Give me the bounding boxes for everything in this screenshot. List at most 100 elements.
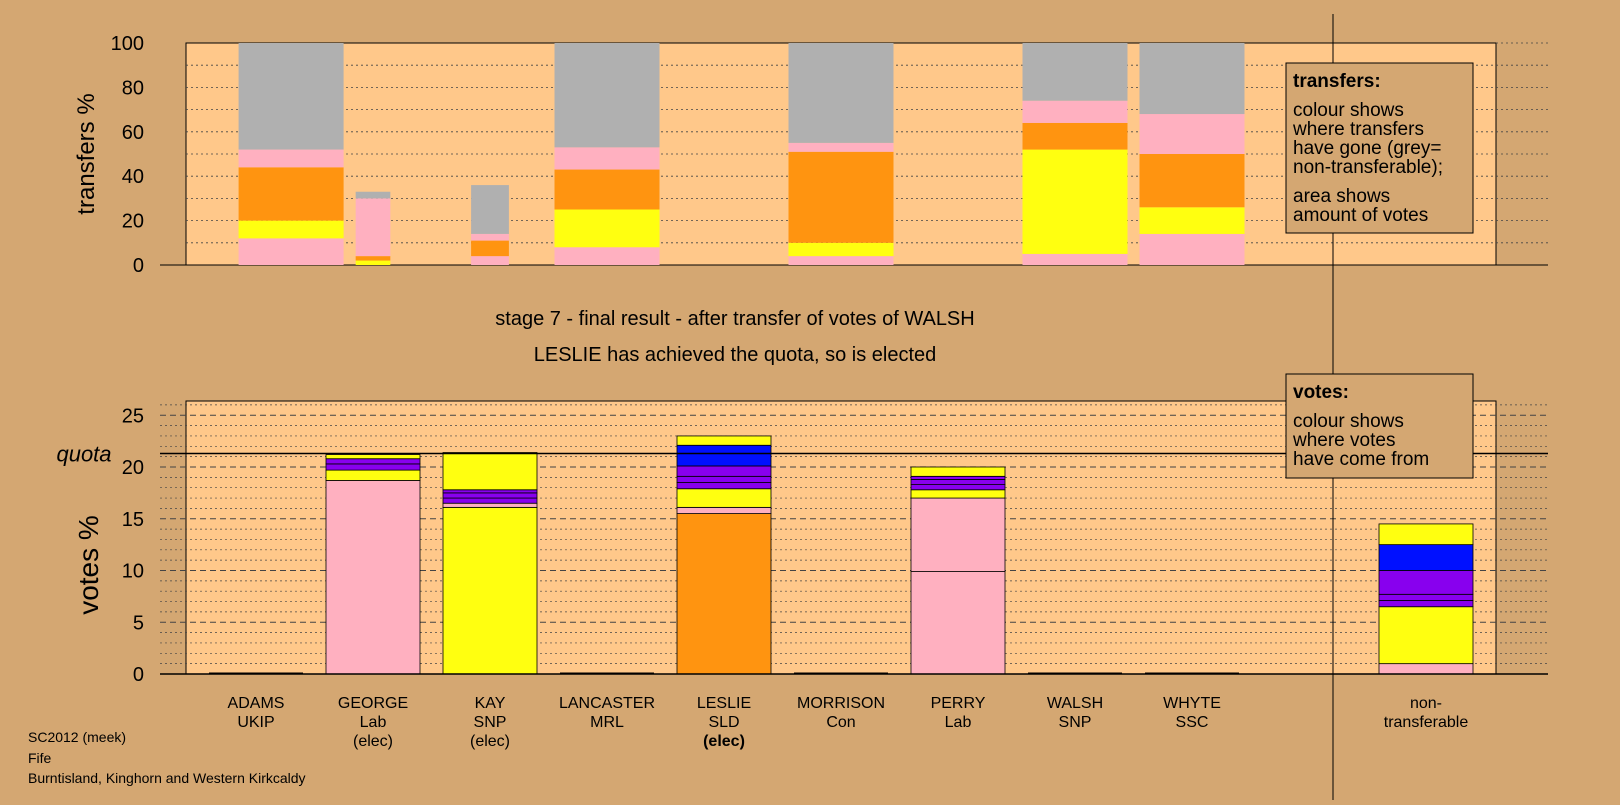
- transfers-bar-segment: [1139, 43, 1245, 115]
- votes-bar-segment: [676, 475, 772, 483]
- votes-legend-line: colour shows: [1293, 411, 1404, 432]
- transfers-bar-segment: [554, 247, 660, 265]
- transfers-bar-segment: [554, 209, 660, 248]
- transfers-legend-line: amount of votes: [1293, 205, 1428, 226]
- votes-bar-segment: [325, 480, 421, 675]
- transfers-bar-segment: [1139, 233, 1245, 265]
- votes-y-axis-label: votes %: [73, 515, 104, 615]
- transfers-bar-segment: [355, 256, 391, 261]
- transfers-bar-segment: [238, 220, 344, 239]
- quota-label: quota: [56, 442, 111, 467]
- transfers-y-tick-label: 60: [122, 122, 144, 144]
- transfers-bar-segment: [471, 256, 509, 265]
- transfers-bar-segment: [1139, 114, 1245, 154]
- votes-bar-segment: [910, 475, 1006, 480]
- votes-bar-segment: [676, 513, 772, 675]
- candidate-status: (elec): [703, 733, 745, 750]
- transfers-y-tick-label: 80: [122, 77, 144, 99]
- transfers-legend-line: area shows: [1293, 186, 1390, 207]
- candidate-name: KAY: [475, 695, 506, 712]
- candidate-labels: ADAMS UKIP GEORGE Lab (elec) KAY SNP (elec) LANC…: [228, 695, 1221, 750]
- votes-legend: votes: colour shows where votes have com…: [1285, 373, 1474, 479]
- votes-bar-segment: [1378, 593, 1474, 601]
- votes-bar-segment: [676, 482, 772, 490]
- transfers-bar-segment: [1022, 122, 1128, 150]
- candidate-name: WALSH: [1047, 695, 1103, 712]
- footer-line-3: Burntisland, Kinghorn and Western Kirkca…: [28, 770, 306, 786]
- candidate-party: SSC: [1176, 714, 1209, 731]
- votes-bar-segment: [676, 465, 772, 477]
- transfers-bar-segment: [1139, 207, 1245, 234]
- transfers-bar-segment: [355, 198, 391, 257]
- footer-line-1: SC2012 (meek): [28, 729, 127, 745]
- votes-bar-segment: [910, 479, 1006, 485]
- votes-bar-segment: [676, 435, 772, 446]
- votes-y-tick-label: 0: [133, 664, 144, 686]
- votes-bar-segment: [1378, 544, 1474, 571]
- transfers-y-tick-label: 20: [122, 211, 144, 233]
- votes-bar-segment: [325, 454, 421, 460]
- footer-line-2: Fife: [28, 750, 52, 766]
- votes-y-tick-label: 25: [122, 405, 144, 427]
- candidate-party: Lab: [360, 714, 387, 731]
- votes-legend-line: have come from: [1293, 449, 1429, 470]
- votes-legend-line: where votes: [1292, 430, 1395, 451]
- transfers-bar-segment: [788, 256, 894, 265]
- votes-bar-segment: [442, 502, 538, 508]
- candidate-name: PERRY: [931, 695, 986, 712]
- votes-bar-segment: [442, 489, 538, 494]
- votes-bar-segment: [1378, 570, 1474, 595]
- transfers-bar-segment: [1022, 149, 1128, 254]
- transfers-bar-segment: [238, 167, 344, 221]
- transfers-bar-segment: [355, 260, 391, 265]
- transfers-bar-segment: [788, 242, 894, 257]
- votes-bar-segment: [676, 506, 772, 514]
- transfers-bar-segment: [355, 191, 391, 199]
- nontransferable-label-line2: transferable: [1384, 714, 1469, 731]
- votes-bar-segment: [442, 452, 538, 491]
- votes-legend-title: votes:: [1293, 382, 1349, 403]
- votes-bar-segment: [325, 469, 421, 481]
- candidate-party: MRL: [590, 714, 624, 731]
- transfers-legend: transfers: colour shows where transfers …: [1285, 62, 1474, 234]
- transfers-y-tick-label: 0: [133, 255, 144, 277]
- votes-y-tick-label: 10: [122, 561, 144, 583]
- transfers-legend-line: non-transferable);: [1293, 157, 1443, 178]
- transfers-y-tick-label: 40: [122, 166, 144, 188]
- votes-y-tick-label: 5: [133, 612, 144, 634]
- votes-bar-segment: [442, 497, 538, 504]
- transfers-bar-segment: [1139, 154, 1245, 208]
- transfers-bar-segment: [238, 149, 344, 168]
- votes-bars: [209, 435, 1474, 675]
- candidate-party: SLD: [708, 714, 739, 731]
- votes-bar-segment: [676, 488, 772, 508]
- transfers-bar-segment: [1022, 253, 1128, 265]
- votes-bar-segment: [1378, 663, 1474, 675]
- votes-y-tick-label: 15: [122, 509, 144, 531]
- candidate-name: LANCASTER: [559, 695, 655, 712]
- candidate-name: ADAMS: [228, 695, 285, 712]
- votes-bar-segment: [910, 497, 1006, 572]
- transfers-bar-segment: [788, 142, 894, 152]
- votes-bar-segment: [1378, 523, 1474, 546]
- stage-title: stage 7 - final result - after transfer …: [495, 308, 974, 330]
- transfers-y-axis-label: transfers %: [73, 93, 100, 214]
- transfers-bar-segment: [788, 151, 894, 243]
- votes-bar-segment: [442, 492, 538, 499]
- votes-bar-segment: [910, 489, 1006, 499]
- votes-bar-segment: [910, 571, 1006, 675]
- transfers-legend-line: colour shows: [1293, 100, 1404, 121]
- votes-bar-segment: [325, 458, 421, 465]
- candidate-name: LESLIE: [697, 695, 751, 712]
- votes-y-ticks: 25 20 15 10 5 0: [122, 405, 144, 686]
- transfers-y-ticks: 100 80 60 40 20 0: [111, 33, 144, 277]
- votes-bar-segment: [1378, 606, 1474, 665]
- candidate-party: SNP: [1059, 714, 1092, 731]
- transfers-bar-segment: [554, 147, 660, 170]
- votes-y-tick-label: 20: [122, 457, 144, 479]
- stage-subtitle: LESLIE has achieved the quota, so is ele…: [534, 344, 937, 366]
- transfers-bar-segment: [788, 43, 894, 143]
- transfers-bars: [238, 43, 1245, 265]
